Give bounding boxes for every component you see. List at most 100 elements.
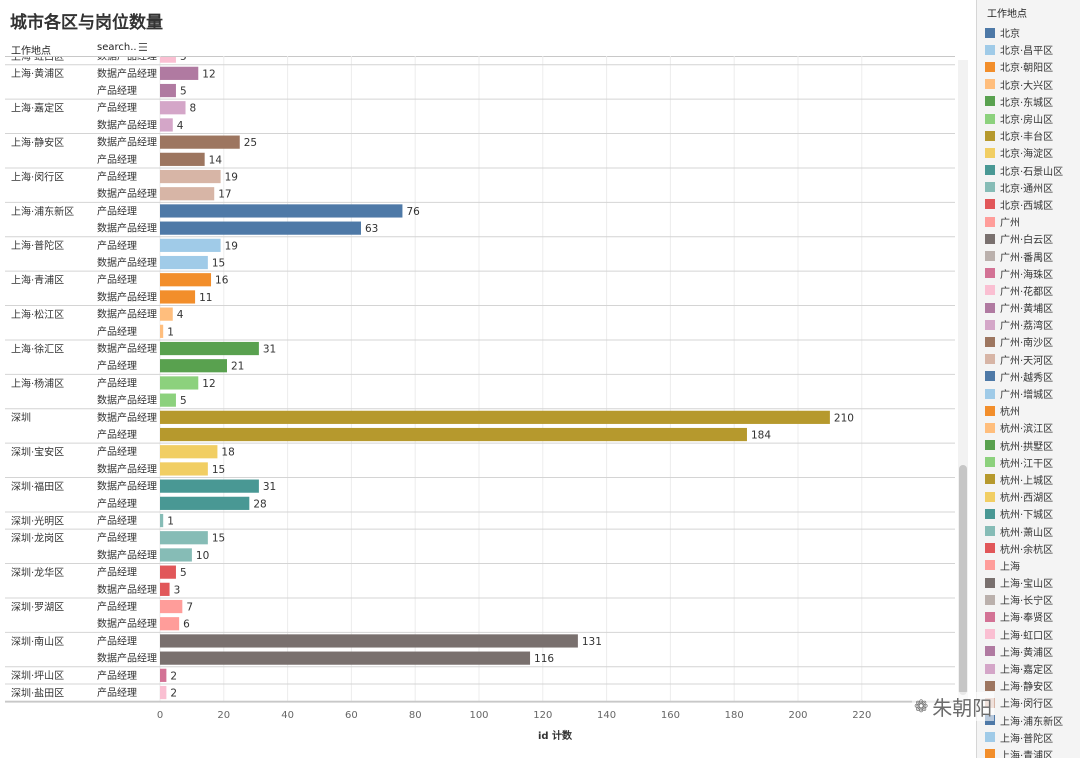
search-field[interactable]: search.. bbox=[97, 42, 137, 53]
bar bbox=[160, 290, 196, 304]
bar bbox=[160, 496, 250, 510]
sort-icon[interactable]: ☰ bbox=[138, 41, 148, 54]
legend-label: 杭州·拱墅区 bbox=[1000, 441, 1054, 453]
legend-item[interactable]: 上海 bbox=[985, 557, 1063, 574]
legend-swatch bbox=[985, 182, 995, 193]
legend-item[interactable]: 杭州·下城区 bbox=[985, 505, 1063, 522]
legend-item[interactable]: 上海·嘉定区 bbox=[985, 660, 1063, 677]
legend-item[interactable]: 广州·天河区 bbox=[985, 351, 1063, 368]
legend-item[interactable]: 杭州·萧山区 bbox=[985, 522, 1063, 539]
x-tick-label: 0 bbox=[157, 710, 163, 721]
legend-item[interactable]: 上海·浦东新区 bbox=[985, 712, 1063, 729]
legend-item[interactable]: 上海·黄浦区 bbox=[985, 643, 1063, 660]
legend-label: 上海 bbox=[1000, 561, 1020, 573]
bar-value-label: 4 bbox=[177, 309, 184, 321]
legend-item[interactable]: 上海·闵行区 bbox=[985, 694, 1063, 711]
location-column-header[interactable]: 工作地点 bbox=[11, 46, 51, 57]
bar bbox=[160, 83, 176, 98]
legend-item[interactable]: 北京 bbox=[985, 24, 1063, 41]
bar-value-label: 76 bbox=[406, 206, 420, 218]
legend-item[interactable]: 广州·海珠区 bbox=[985, 265, 1063, 282]
legend-item[interactable]: 北京·丰台区 bbox=[985, 127, 1063, 144]
legend-item[interactable]: 北京·大兴区 bbox=[985, 76, 1063, 93]
job-label: 数据产品经理 bbox=[97, 548, 157, 561]
legend-item[interactable]: 杭州 bbox=[985, 402, 1063, 419]
location-label: 上海·杨浦区 bbox=[11, 377, 64, 390]
legend-swatch bbox=[985, 457, 995, 468]
legend-item[interactable]: 杭州·西湖区 bbox=[985, 488, 1063, 505]
legend-item[interactable]: 广州·增城区 bbox=[985, 385, 1063, 402]
job-label: 数据产品经理 bbox=[97, 411, 157, 424]
location-label: 深圳·盐田区 bbox=[11, 686, 64, 699]
legend-item[interactable]: 杭州·滨江区 bbox=[985, 419, 1063, 436]
legend-swatch bbox=[985, 44, 995, 55]
bar bbox=[160, 324, 164, 338]
legend-swatch bbox=[985, 96, 995, 107]
bar-value-label: 184 bbox=[751, 430, 771, 442]
job-label: 产品经理 bbox=[97, 376, 137, 389]
legend-item[interactable]: 上海·普陀区 bbox=[985, 729, 1063, 746]
legend-item[interactable]: 上海·奉贤区 bbox=[985, 608, 1063, 625]
x-tick-label: 140 bbox=[597, 710, 616, 721]
legend-item[interactable]: 上海·长宁区 bbox=[985, 591, 1063, 608]
legend-item[interactable]: 广州·南沙区 bbox=[985, 333, 1063, 350]
legend-item[interactable]: 北京·东城区 bbox=[985, 93, 1063, 110]
legend-swatch bbox=[985, 577, 995, 588]
bar-value-label: 28 bbox=[253, 498, 266, 510]
location-label: 深圳·南山区 bbox=[11, 635, 64, 648]
location-label: 深圳·罗湖区 bbox=[11, 601, 64, 613]
legend-item[interactable]: 北京·通州区 bbox=[985, 179, 1063, 196]
legend-swatch bbox=[985, 113, 995, 124]
legend-item[interactable]: 杭州·上城区 bbox=[985, 471, 1063, 488]
legend-label: 北京·东城区 bbox=[1000, 97, 1054, 109]
legend-label: 杭州·上城区 bbox=[1000, 475, 1054, 487]
legend-item[interactable]: 北京·朝阳区 bbox=[985, 58, 1063, 75]
vertical-scrollbar[interactable] bbox=[958, 60, 968, 708]
legend-item[interactable]: 广州·越秀区 bbox=[985, 368, 1063, 385]
legend-item[interactable]: 上海·青浦区 bbox=[985, 746, 1063, 758]
legend-item[interactable]: 上海·宝山区 bbox=[985, 574, 1063, 591]
legend-item[interactable]: 广州 bbox=[985, 213, 1063, 230]
legend-item[interactable]: 杭州·江干区 bbox=[985, 454, 1063, 471]
legend-swatch bbox=[985, 199, 995, 210]
location-label: 深圳 bbox=[11, 412, 31, 424]
legend-label: 北京·通州区 bbox=[1000, 183, 1054, 195]
legend-item[interactable]: 广州·荔湾区 bbox=[985, 316, 1063, 333]
bar-value-label: 5 bbox=[180, 567, 187, 579]
legend-label: 北京·房山区 bbox=[1000, 115, 1054, 127]
legend-swatch bbox=[985, 268, 995, 279]
bar-value-label: 12 bbox=[202, 68, 215, 80]
legend-item[interactable]: 广州·黄埔区 bbox=[985, 299, 1063, 316]
legend-item[interactable]: 广州·番禺区 bbox=[985, 247, 1063, 264]
job-label: 数据产品经理 bbox=[97, 462, 157, 475]
page-title: 城市各区与岗位数量 bbox=[10, 13, 163, 33]
legend-item[interactable]: 广州·花都区 bbox=[985, 282, 1063, 299]
scrollbar-thumb[interactable] bbox=[959, 465, 967, 695]
location-label: 深圳·龙岗区 bbox=[11, 532, 64, 545]
legend-swatch bbox=[985, 732, 995, 743]
bar bbox=[160, 238, 221, 252]
legend-swatch bbox=[985, 165, 995, 176]
legend-item[interactable]: 北京·西城区 bbox=[985, 196, 1063, 213]
location-label: 上海·静安区 bbox=[11, 136, 64, 149]
legend-item[interactable]: 杭州·余杭区 bbox=[985, 540, 1063, 557]
legend-item[interactable]: 北京·房山区 bbox=[985, 110, 1063, 127]
job-label: 数据产品经理 bbox=[97, 256, 157, 269]
legend-item[interactable]: 上海·静安区 bbox=[985, 677, 1063, 694]
job-label: 产品经理 bbox=[97, 445, 137, 458]
legend-swatch bbox=[985, 680, 995, 691]
legend-item[interactable]: 杭州·拱墅区 bbox=[985, 437, 1063, 454]
legend-item[interactable]: 北京·昌平区 bbox=[985, 41, 1063, 58]
legend-item[interactable]: 北京·海淀区 bbox=[985, 144, 1063, 161]
job-label: 产品经理 bbox=[97, 273, 137, 286]
legend-label: 上海·闵行区 bbox=[1000, 699, 1054, 711]
legend-label: 杭州·滨江区 bbox=[1000, 424, 1054, 436]
legend-item[interactable]: 广州·白云区 bbox=[985, 230, 1063, 247]
x-tick-label: 220 bbox=[852, 710, 871, 721]
legend-item[interactable]: 上海·虹口区 bbox=[985, 626, 1063, 643]
job-label: 产品经理 bbox=[97, 101, 137, 114]
bar-value-label: 25 bbox=[244, 137, 257, 149]
bar-value-label: 11 bbox=[199, 292, 212, 304]
legend-item[interactable]: 北京·石景山区 bbox=[985, 162, 1063, 179]
bar bbox=[160, 169, 221, 184]
